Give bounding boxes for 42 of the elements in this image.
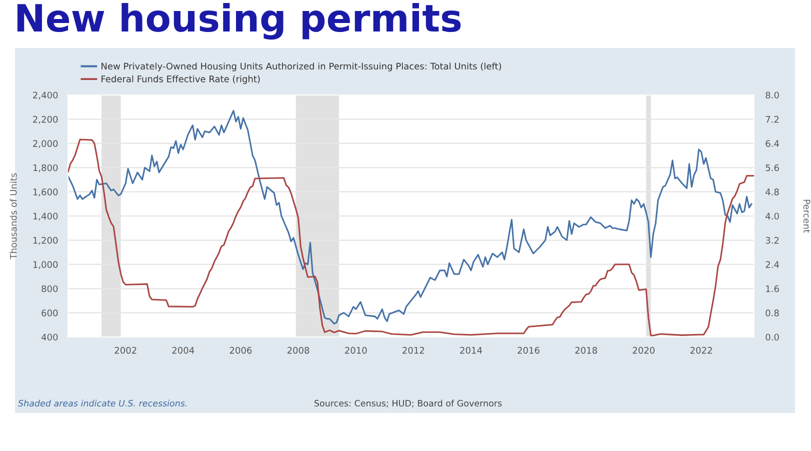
x-tick-label: 2004 [172, 346, 194, 354]
source-note: Sources: Census; HUD; Board of Governors [314, 400, 502, 408]
y2-tick-label: 5.6 [766, 164, 779, 172]
text: Shaded areas indicate U.S. recessions. [18, 400, 187, 407]
y2-tick-label: 4.8 [766, 188, 779, 196]
x-tick-label: 2020 [632, 346, 655, 354]
x-tick-label: 2016 [518, 346, 540, 354]
y2-axis-title: Percent [803, 200, 810, 233]
y2-tick-label: 3.2 [766, 236, 779, 244]
y2-tick-label: 1.6 [766, 285, 779, 292]
y-axis-title: Thousands of Units [10, 173, 17, 260]
y2-tick-label: 6.4 [766, 140, 779, 147]
y-tick-label: 2,400 [33, 92, 58, 100]
x-tick-label: 2012 [402, 346, 424, 354]
x-tick-label: 2008 [287, 346, 310, 354]
line-series [68, 110, 752, 324]
x-tick-label: 2010 [345, 346, 367, 354]
y2-tick-label: 7.2 [766, 116, 779, 123]
y-tick-label: 1,800 [33, 164, 58, 172]
x-tick-label: 2018 [575, 346, 598, 354]
y-tick-label: 1,400 [33, 212, 58, 220]
y-tick-label: 400 [41, 334, 58, 341]
y2-tick-label: 2.4 [766, 261, 779, 268]
legend-label: Federal Funds Effective Rate (right) [102, 75, 260, 84]
legend-label: New Privately-Owned Housing Units Authorized in Permit-Issuing Places: Total Units (left) [102, 62, 502, 72]
y-tick-label: 600 [42, 310, 58, 316]
x-tick-label: 2002 [114, 346, 136, 354]
y-tick-label: 1,600 [33, 188, 58, 196]
x-tick-label: 2022 [690, 346, 712, 354]
x-tick-label: 2006 [230, 346, 252, 354]
y2-tick-label: 8.0 [766, 92, 779, 99]
y2-tick-label: 0.0 [766, 334, 779, 341]
y-tick-label: 2,000 [33, 140, 58, 148]
y-tick-label: 1,000 [33, 261, 58, 269]
y-tick-label: 2,200 [33, 116, 58, 124]
line-series [68, 138, 754, 336]
y-tick-label: 1,200 [33, 236, 58, 245]
y-tick-label: 800 [42, 285, 58, 292]
chart-title: New housing permits [17, 3, 461, 40]
x-tick-label: 2014 [460, 346, 482, 354]
y2-tick-label: 4.0 [766, 212, 779, 220]
y2-tick-label: 0.8 [766, 310, 779, 316]
